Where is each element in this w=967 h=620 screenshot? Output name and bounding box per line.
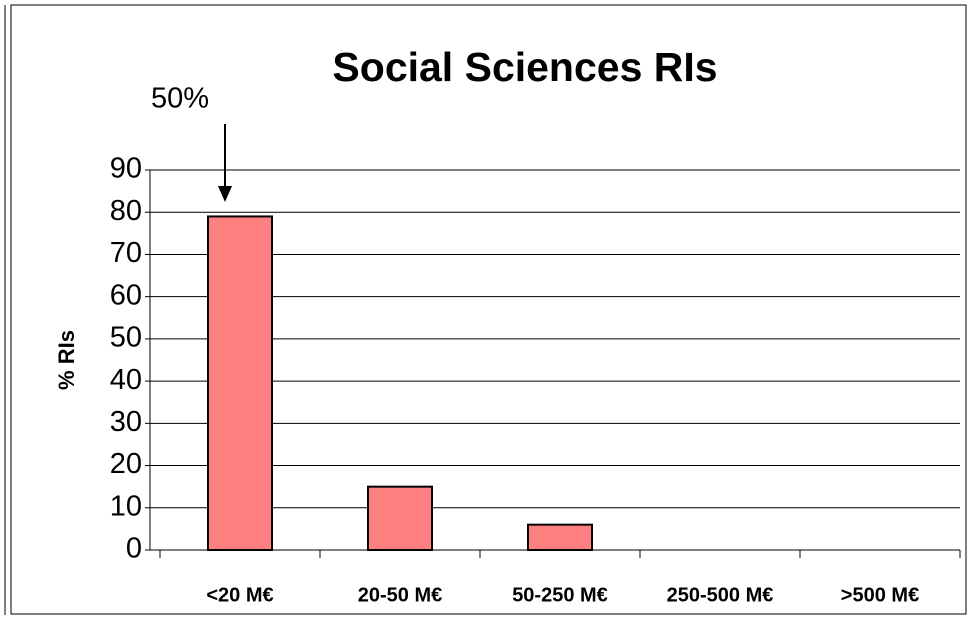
x-tick-label: 50-250 M€ xyxy=(512,584,608,606)
bar xyxy=(527,523,593,552)
annotation: 50% xyxy=(151,83,209,115)
y-tick-label: 50 xyxy=(110,322,142,354)
y-tick-label: 30 xyxy=(110,406,142,438)
y-tick-label: 40 xyxy=(110,364,142,396)
y-tick-label: 10 xyxy=(110,490,142,522)
chart-title: Social Sciences RIs xyxy=(332,44,717,90)
y-tick-label: 0 xyxy=(126,533,142,565)
y-tick-label: 70 xyxy=(110,237,142,269)
x-tick-label: 250-500 M€ xyxy=(667,584,774,606)
x-tick-label: <20 M€ xyxy=(206,584,273,606)
y-tick-label: 90 xyxy=(110,153,142,185)
arrow-head xyxy=(218,186,232,202)
y-tick-label: 20 xyxy=(110,448,142,480)
y-tick-label: 60 xyxy=(110,279,142,311)
frame xyxy=(10,4,967,615)
y-tick-label: 80 xyxy=(110,195,142,227)
bar xyxy=(207,215,273,551)
x-tick-label: >500 M€ xyxy=(841,584,919,606)
x-tick-label: 20-50 M€ xyxy=(358,584,443,606)
y-axis-label: % RIs xyxy=(54,330,79,390)
bar xyxy=(367,485,433,551)
